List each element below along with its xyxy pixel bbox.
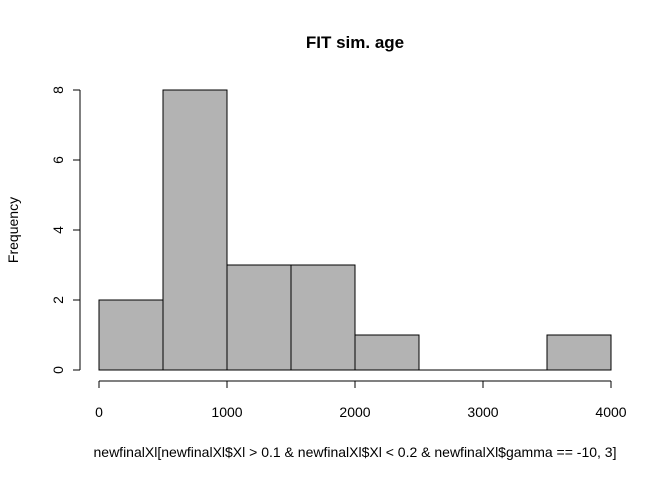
bars-group <box>98 89 612 371</box>
histogram-bar <box>162 89 228 371</box>
y-tick-label: 4 <box>50 226 66 234</box>
histogram-bar <box>354 334 420 371</box>
x-tick-label: 3000 <box>467 404 498 420</box>
x-tick-label: 4000 <box>595 404 626 420</box>
x-tick-label: 2000 <box>339 404 370 420</box>
y-tick-label: 0 <box>50 366 66 374</box>
y-axis-label: Frequency <box>5 197 21 263</box>
histogram-bar <box>226 264 292 371</box>
y-tick-label: 2 <box>50 296 66 304</box>
x-axis-label: newfinalXl[newfinalXl$Xl > 0.1 & newfina… <box>94 444 617 460</box>
x-tick-label: 1000 <box>211 404 242 420</box>
x-tick-label: 0 <box>95 404 103 420</box>
y-tick-label: 6 <box>50 156 66 164</box>
chart-title: FIT sim. age <box>306 33 404 52</box>
y-tick-label: 8 <box>50 86 66 94</box>
histogram-bar <box>546 334 612 371</box>
y-axis: 0 2 4 6 8 <box>50 86 81 374</box>
histogram-bar <box>98 299 164 371</box>
x-axis: 0 1000 2000 3000 4000 <box>95 380 627 420</box>
histogram-bar <box>290 264 356 371</box>
